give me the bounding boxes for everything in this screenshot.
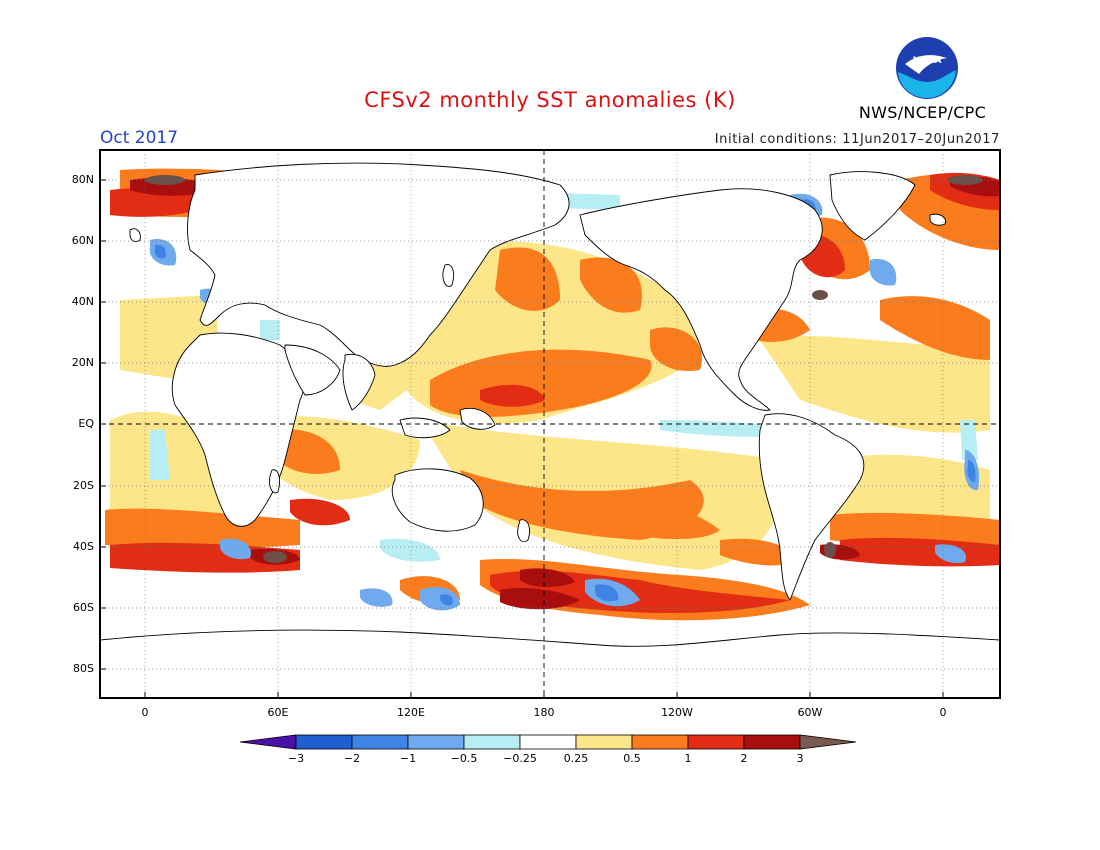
lat-label: 20N xyxy=(71,356,94,369)
lat-label: 40N xyxy=(71,295,94,308)
colorbar-segment xyxy=(295,734,353,750)
anomaly-field xyxy=(100,150,1000,698)
colorbar-tick-label: −0.5 xyxy=(450,752,478,765)
lon-label: 120W xyxy=(661,706,693,719)
lon-label: 120E xyxy=(397,706,425,719)
colorbar-tick-label: 0.5 xyxy=(623,752,641,765)
colorbar-min-arrow xyxy=(239,734,297,750)
colorbar-tick-label: −1 xyxy=(399,752,417,765)
colorbar-segment xyxy=(687,734,745,750)
lon-label: 60W xyxy=(797,706,823,719)
colorbar-segment xyxy=(631,734,689,750)
noaa-logo: NOAA xyxy=(896,37,958,99)
colorbar-segment xyxy=(743,734,801,750)
graticule xyxy=(100,150,1000,698)
colorbar-max-arrow xyxy=(799,734,857,750)
colorbar-tick-label: −2 xyxy=(343,752,361,765)
colorbar-tick-label: −0.25 xyxy=(503,752,537,765)
lat-label: 80S xyxy=(73,662,94,675)
lat-label: 20S xyxy=(73,479,94,492)
lon-label: 180 xyxy=(533,706,555,719)
lon-label: 0 xyxy=(939,706,947,719)
lat-label: 80N xyxy=(71,173,94,186)
lat-label: 40S xyxy=(73,540,94,553)
initial-conditions: Initial conditions: 11Jun2017–20Jun2017 xyxy=(714,132,1000,147)
continents xyxy=(100,162,1000,698)
organization-label: NWS/NCEP/CPC xyxy=(858,103,987,122)
colorbar-tick-label: 0.25 xyxy=(563,752,589,765)
colorbar-segment xyxy=(407,734,465,750)
colorbar-tick-label: 2 xyxy=(740,752,748,765)
lat-label: 60S xyxy=(73,601,94,614)
colorbar-segment xyxy=(575,734,633,750)
colorbar-segment xyxy=(463,734,521,750)
colorbar-segment xyxy=(351,734,409,750)
map-title: CFSv2 monthly SST anomalies (K) xyxy=(364,88,736,112)
lat-label: 60N xyxy=(71,234,94,247)
forecast-month: Oct 2017 xyxy=(100,128,179,148)
colorbar-tick-label: 1 xyxy=(684,752,692,765)
lon-label: 0 xyxy=(141,706,149,719)
colorbar-tick-label: −3 xyxy=(287,752,305,765)
colorbar-tick-label: 3 xyxy=(796,752,804,765)
noaa-logo-text: NOAA xyxy=(913,56,942,66)
colorbar xyxy=(239,734,857,750)
axis-ticks xyxy=(100,179,944,698)
lat-label: EQ xyxy=(78,417,94,430)
colorbar-segment xyxy=(519,734,577,750)
lon-label: 60E xyxy=(267,706,289,719)
